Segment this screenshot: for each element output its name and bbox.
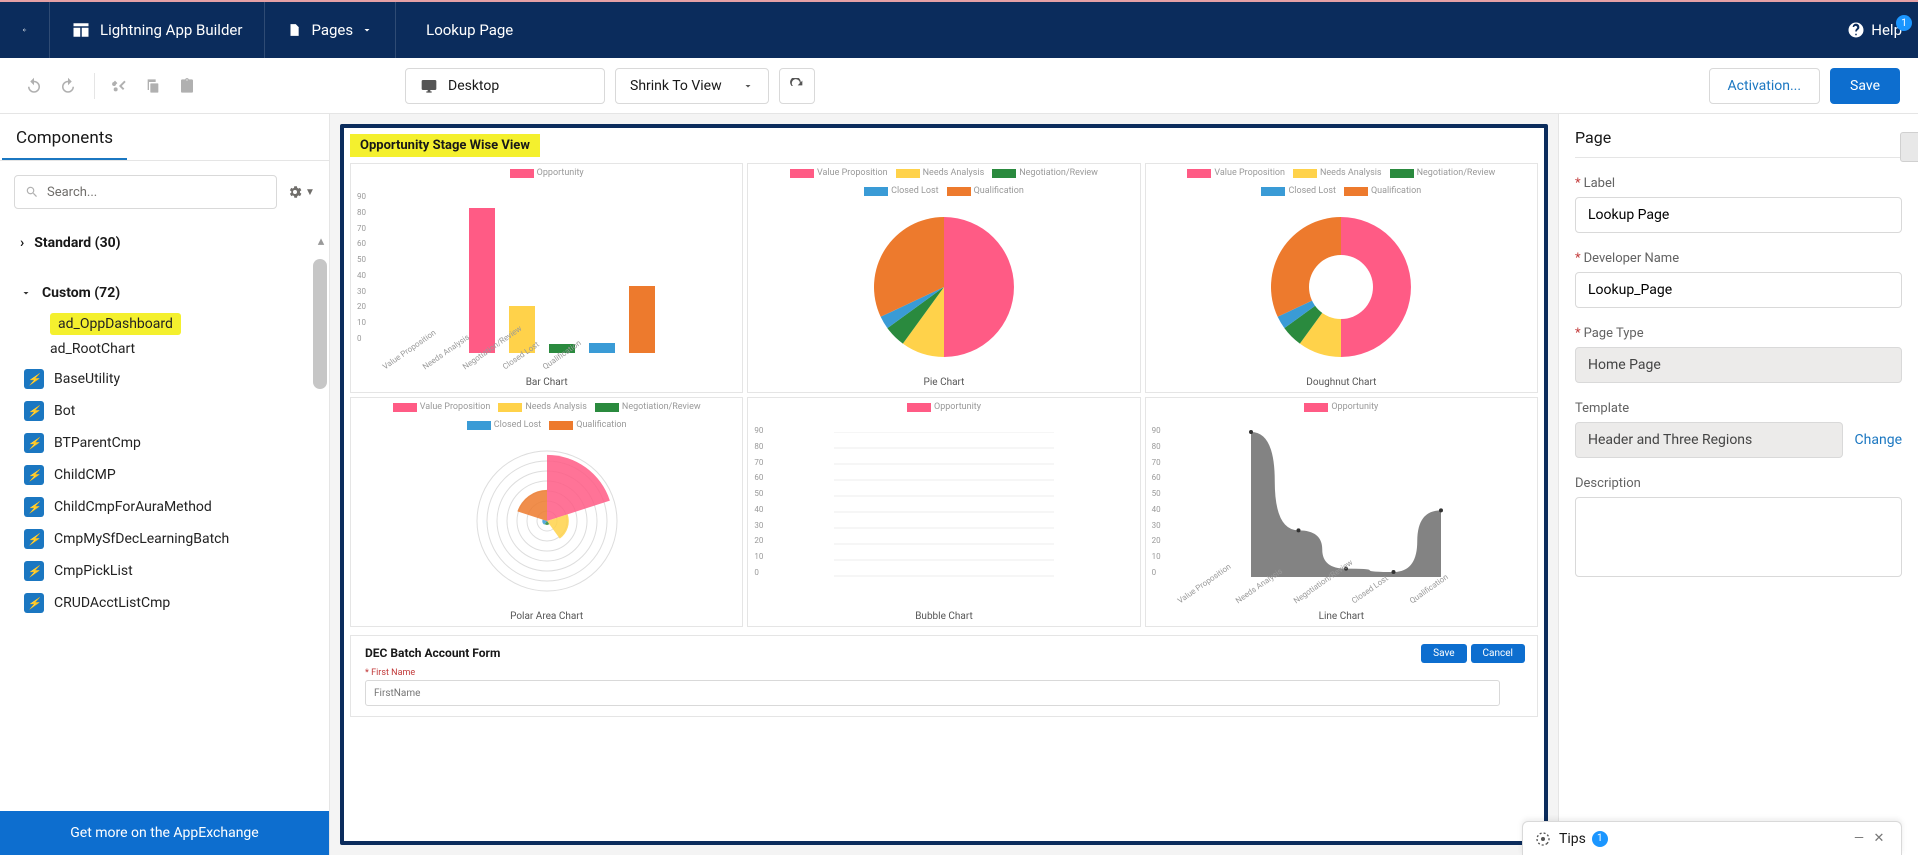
description-textarea[interactable]	[1575, 497, 1902, 577]
component-item[interactable]: ⚡BTParentCmp	[50, 427, 329, 459]
pages-dropdown[interactable]: Pages	[265, 2, 396, 58]
toolbar: Desktop Shrink To View Activation... Sav…	[0, 58, 1918, 114]
app-title-text: Lightning App Builder	[100, 21, 242, 39]
search-icon	[25, 185, 39, 199]
pagetype-input	[1575, 347, 1902, 383]
dashboard-title: Opportunity Stage Wise View	[350, 134, 540, 157]
lightning-icon: ⚡	[24, 401, 44, 421]
components-sidebar: Components Search... ▼ ›Standard (30) Cu…	[0, 114, 330, 855]
refresh-button[interactable]	[779, 68, 815, 104]
current-page-name: Lookup Page	[396, 21, 513, 39]
component-item[interactable]: ⚡CRUDAcctListCmp	[50, 587, 329, 619]
devname-input[interactable]	[1575, 272, 1902, 308]
properties-panel: Page *Label *Developer Name *Page Type T…	[1558, 114, 1918, 855]
template-input	[1575, 422, 1843, 458]
gear-icon	[287, 184, 303, 200]
lightning-icon: ⚡	[24, 433, 44, 453]
undo-button[interactable]	[18, 70, 50, 102]
tips-close-button[interactable]: ✕	[1869, 829, 1889, 849]
component-item[interactable]: ⚡ChildCmpForAuraMethod	[50, 491, 329, 523]
lightning-icon: ⚡	[24, 369, 44, 389]
label-input[interactable]	[1575, 197, 1902, 233]
doughnut-chart: Value PropositionNeeds AnalysisNegotiati…	[1145, 163, 1538, 393]
zoom-dropdown[interactable]: Shrink To View	[615, 68, 769, 104]
lightning-icon: ⚡	[24, 529, 44, 549]
component-item[interactable]: ⚡CmpMySfDecLearningBatch	[50, 523, 329, 555]
line-chart: Opportunity9080706050403020100Value Prop…	[1145, 397, 1538, 627]
back-button[interactable]	[0, 2, 50, 58]
chevron-down-icon	[742, 80, 754, 92]
bar-chart: Opportunity9080706050403020100Value Prop…	[350, 163, 743, 393]
component-item[interactable]: ⚡CmpPickList	[50, 555, 329, 587]
cut-button[interactable]	[103, 70, 135, 102]
pages-label: Pages	[311, 21, 353, 39]
lightning-icon: ⚡	[24, 465, 44, 485]
component-item[interactable]: ⚡Bot	[50, 395, 329, 427]
device-label: Desktop	[448, 78, 499, 94]
firstname-input[interactable]	[365, 680, 1500, 706]
refresh-icon	[789, 78, 805, 94]
zoom-label: Shrink To View	[630, 78, 722, 94]
sidebar-scrollbar[interactable]: ▴	[313, 234, 329, 734]
copy-button[interactable]	[137, 70, 169, 102]
app-title: Lightning App Builder	[50, 2, 265, 58]
form-box: DEC Batch Account Form Save Cancel * Fir…	[350, 635, 1538, 717]
search-input[interactable]: Search...	[14, 175, 277, 209]
app-builder-icon	[72, 21, 90, 39]
lightning-icon: ⚡	[24, 561, 44, 581]
custom-category[interactable]: Custom (72)	[0, 273, 329, 313]
component-item[interactable]: ⚡ChildCMP	[50, 459, 329, 491]
chevron-down-icon	[361, 24, 373, 36]
sidebar-title: Components	[2, 114, 127, 160]
appexchange-link[interactable]: Get more on the AppExchange	[0, 811, 329, 855]
form-title: DEC Batch Account Form	[365, 646, 1523, 660]
change-template-link[interactable]: Change	[1855, 432, 1902, 448]
save-button[interactable]: Save	[1830, 68, 1900, 104]
form-save-button[interactable]: Save	[1421, 644, 1466, 663]
help-button[interactable]: Help 1	[1847, 21, 1902, 39]
tips-bar[interactable]: Tips 1 — ✕	[1522, 821, 1902, 855]
form-cancel-button[interactable]: Cancel	[1471, 644, 1525, 663]
chevron-down-icon	[20, 287, 32, 299]
page-icon	[287, 22, 301, 38]
top-bar: Lightning App Builder Pages Lookup Page …	[0, 0, 1918, 58]
component-item[interactable]: ⚡BaseUtility	[50, 363, 329, 395]
paste-button[interactable]	[171, 70, 203, 102]
device-dropdown[interactable]: Desktop	[405, 68, 605, 104]
activation-button[interactable]: Activation...	[1709, 68, 1821, 104]
bubble-chart: Opportunity9080706050403020100Bubble Cha…	[747, 397, 1140, 627]
standard-category[interactable]: ›Standard (30)	[0, 223, 329, 263]
pie-chart: Value PropositionNeeds AnalysisNegotiati…	[747, 163, 1140, 393]
tips-badge: 1	[1592, 831, 1608, 847]
search-placeholder: Search...	[47, 185, 97, 200]
polar-chart: Value PropositionNeeds AnalysisNegotiati…	[350, 397, 743, 627]
lightning-icon: ⚡	[24, 497, 44, 517]
collapse-panel-button[interactable]	[1900, 132, 1918, 162]
tips-label: Tips	[1559, 831, 1586, 847]
canvas: Opportunity Stage Wise View Opportunity9…	[330, 114, 1558, 855]
redo-button[interactable]	[52, 70, 84, 102]
help-badge: 1	[1896, 15, 1912, 31]
help-icon	[1847, 21, 1865, 39]
back-arrow-icon	[22, 21, 27, 39]
props-title: Page	[1575, 114, 1902, 158]
desktop-icon	[420, 78, 438, 94]
tips-icon	[1535, 831, 1551, 847]
sidebar-settings-button[interactable]: ▼	[287, 178, 315, 206]
component-item[interactable]: ad_OppDashboard	[50, 313, 181, 335]
lightning-icon: ⚡	[24, 593, 44, 613]
component-item[interactable]: ad_RootChart	[50, 335, 329, 363]
tips-minimize-button[interactable]: —	[1849, 829, 1869, 849]
